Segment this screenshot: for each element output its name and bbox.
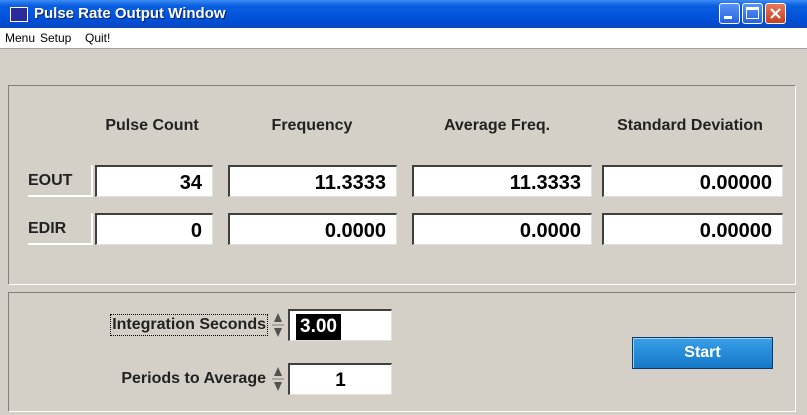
column-header: Standard Deviation xyxy=(617,117,763,135)
numeric-input[interactable]: 1 xyxy=(288,363,392,395)
close-glyph xyxy=(769,7,782,20)
row-label: EOUT xyxy=(28,165,93,197)
value-field: 0 xyxy=(95,213,213,245)
value-field: 0.00000 xyxy=(602,213,783,245)
numeric-input[interactable]: 3.00 xyxy=(288,309,392,341)
window: Pulse Rate Output Window MenuSetupQuit! … xyxy=(0,0,807,415)
maximize-glyph xyxy=(746,7,759,19)
row-label: EDIR xyxy=(28,213,93,245)
start-button[interactable]: Start xyxy=(632,337,773,369)
spinner[interactable] xyxy=(272,364,284,394)
value-field: 34 xyxy=(95,165,213,197)
minimize-glyph xyxy=(724,16,732,19)
menu-item[interactable]: Quit! xyxy=(85,31,110,45)
value-field: 11.3333 xyxy=(412,165,592,197)
title-bar: Pulse Rate Output Window xyxy=(0,0,807,28)
minimize-button[interactable] xyxy=(719,3,740,24)
window-title: Pulse Rate Output Window xyxy=(34,5,226,22)
column-header: Pulse Count xyxy=(105,117,198,135)
spinner[interactable] xyxy=(272,310,284,340)
menu-item[interactable]: Menu xyxy=(5,31,35,45)
column-header: Frequency xyxy=(272,117,353,135)
column-header: Average Freq. xyxy=(444,117,550,135)
value-field: 0.00000 xyxy=(602,165,783,197)
window-icon xyxy=(10,7,28,22)
selected-value: 3.00 xyxy=(296,314,341,340)
maximize-button[interactable] xyxy=(742,3,763,24)
value-field: 11.3333 xyxy=(228,165,397,197)
menu-bar: Menu Setup Quit! xyxy=(0,28,807,49)
menu-item[interactable]: Setup xyxy=(40,31,71,45)
control-label: Periods to Average xyxy=(121,370,266,388)
close-button[interactable] xyxy=(765,3,786,24)
spinner-arrows xyxy=(272,310,284,340)
value-field: 0.0000 xyxy=(228,213,397,245)
control-label: Integration Seconds xyxy=(112,316,266,334)
value-field: 0.0000 xyxy=(412,213,592,245)
spinner-arrows xyxy=(272,364,284,394)
